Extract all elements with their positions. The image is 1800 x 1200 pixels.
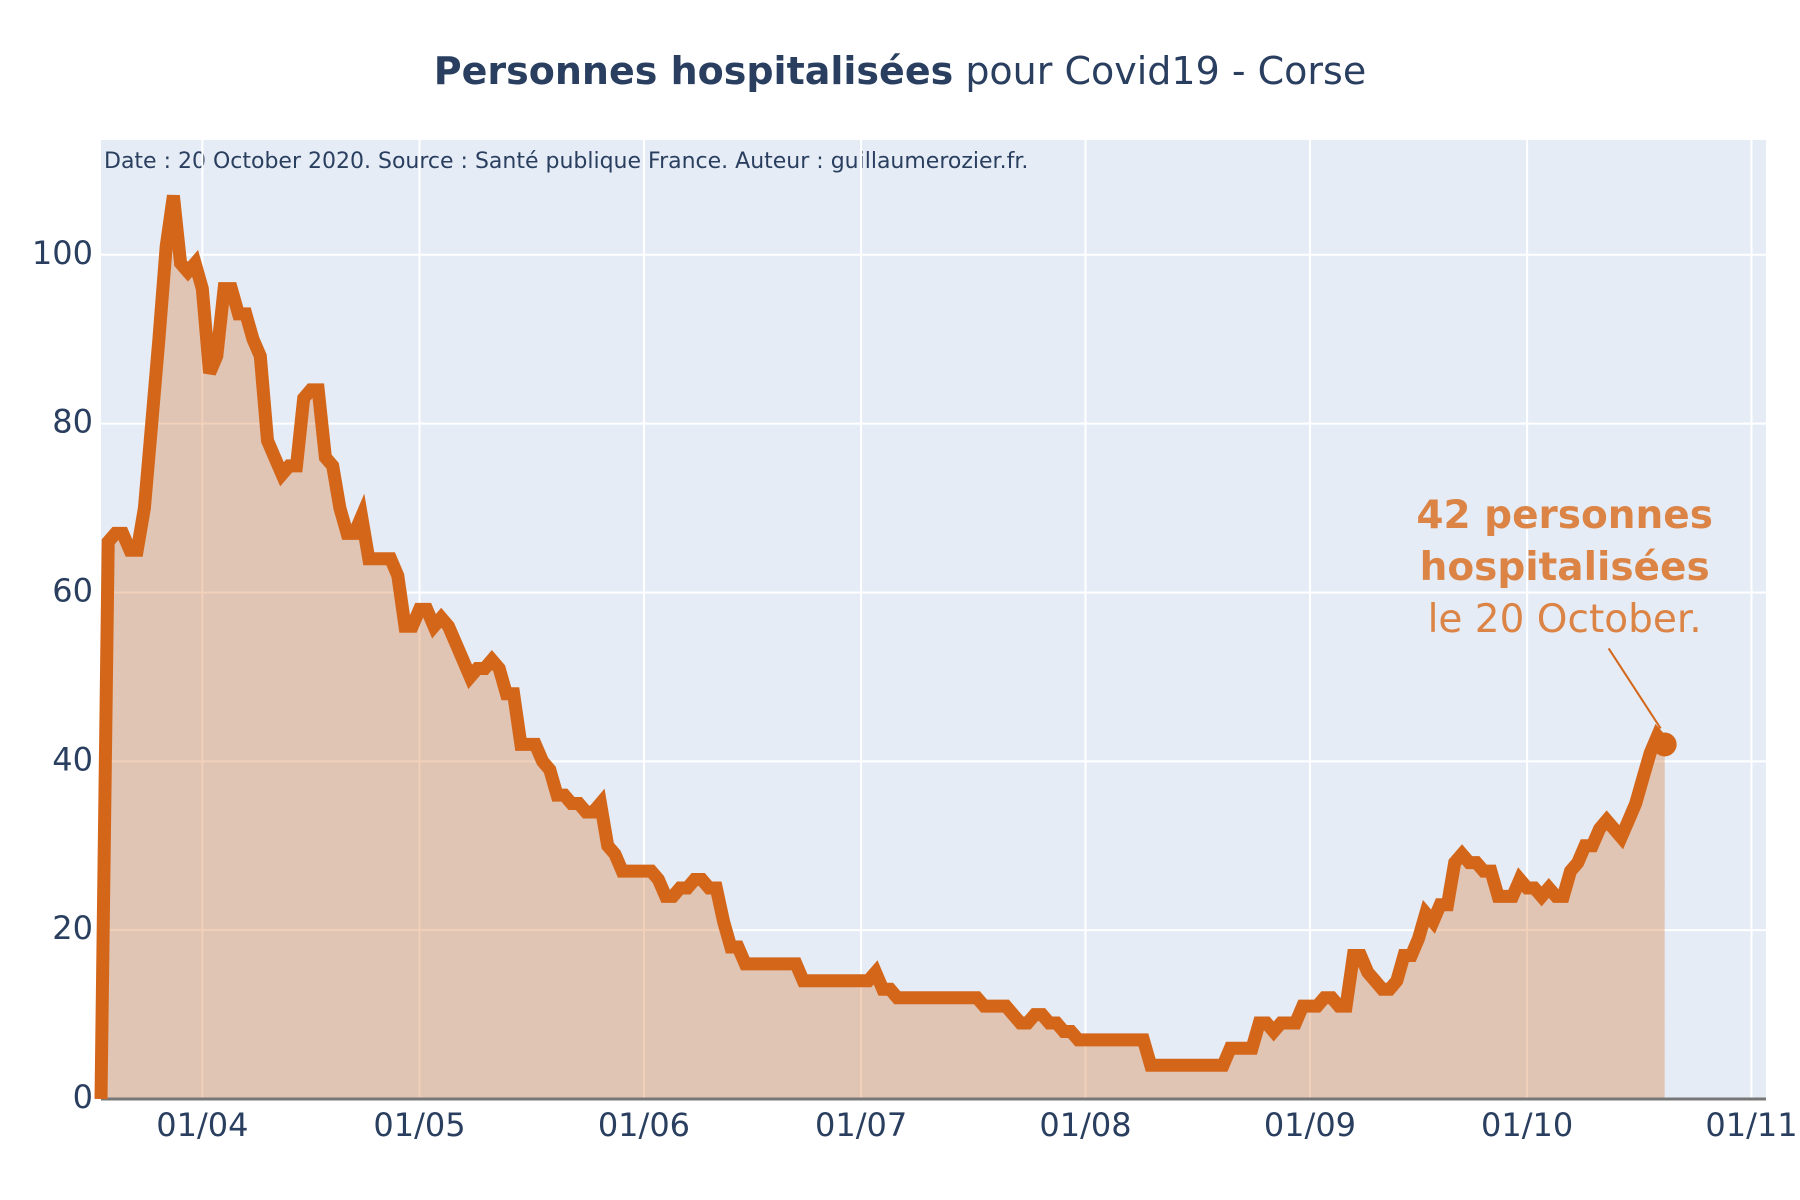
x-tick-label: 01/08	[1039, 1106, 1131, 1144]
annotation-text: 42 personnes	[1416, 493, 1713, 538]
annotation-text: hospitalisées	[1420, 545, 1710, 590]
area	[101, 195, 1665, 1099]
y-tick-label: 80	[52, 403, 93, 441]
x-tick-label: 01/05	[373, 1106, 465, 1144]
x-tick-label: 01/04	[156, 1106, 248, 1144]
plot: 0 20 40 60 80 100 01/04 01/05 01/06 01/07 01/08 01/…	[32, 140, 1798, 1144]
x-tick-label: 01/06	[598, 1106, 690, 1144]
last-point	[1652, 732, 1677, 757]
y-tick-label: 100	[32, 234, 93, 272]
title-rest: pour Covid19 - Corse	[965, 49, 1366, 93]
x-tick-label: 01/09	[1264, 1106, 1356, 1144]
x-tick-label: 01/07	[815, 1106, 907, 1144]
y-tick-label: 20	[52, 909, 93, 947]
title-bold: Personnes hospitalisées	[434, 49, 953, 93]
y-tick-label: 0	[73, 1078, 93, 1116]
chart-title: Personnes hospitalisées pour Covid19 - C…	[434, 49, 1366, 93]
x-tick-label: 01/10	[1481, 1106, 1573, 1144]
annotation-arrow	[1607, 647, 1662, 729]
subtitle: Date : 20 October 2020. Source : Santé p…	[104, 149, 1028, 174]
y-tick-label: 60	[52, 571, 93, 609]
plot-area	[101, 140, 1766, 1099]
y-tick-label: 40	[52, 740, 93, 778]
line	[94, 194, 1670, 1100]
annotation-text: le 20 October.	[1428, 597, 1702, 642]
x-tick-label: 01/11	[1705, 1106, 1797, 1144]
